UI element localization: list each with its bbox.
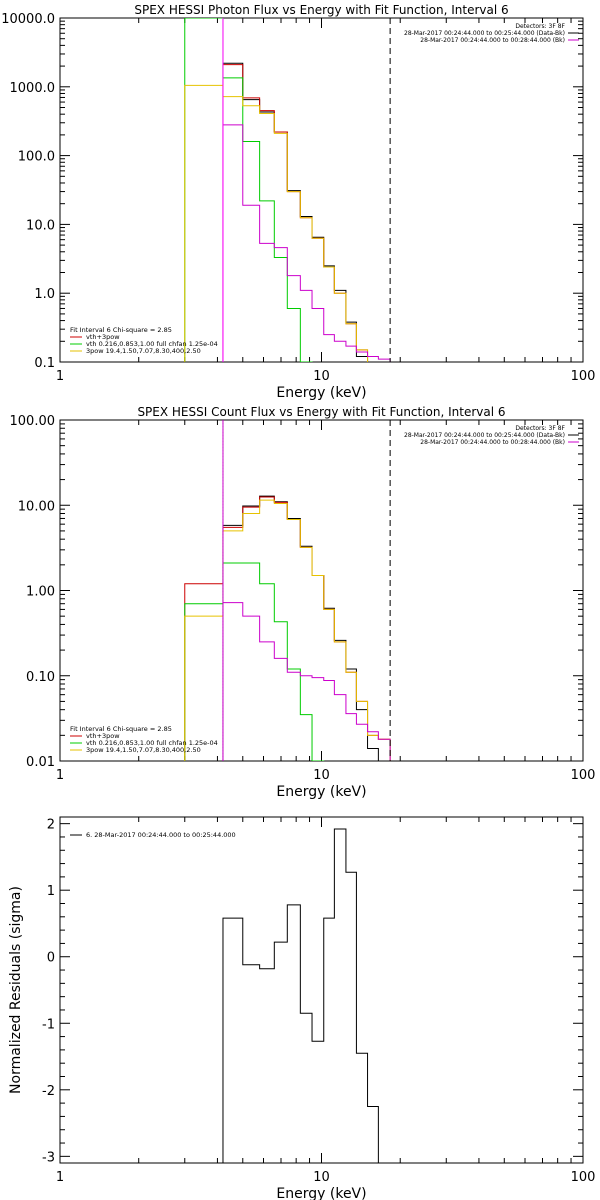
count-chart: SPEX HESSI Count Flux vs Energy with Fit… [10, 405, 596, 800]
count-info-text: 28-Mar-2017 00:24:44.000 to 00:28:44.000… [420, 439, 565, 446]
count-x-tick-label: 100 [571, 768, 596, 783]
photon-chart: SPEX HESSI Photon Flux vs Energy with Fi… [1, 3, 595, 401]
count-series-3pow [184, 499, 391, 761]
residuals-x-axis-label: Energy (keV) [276, 1186, 366, 1200]
photon-title: SPEX HESSI Photon Flux vs Energy with Fi… [134, 3, 508, 17]
photon-series-data-bk [222, 62, 369, 362]
count-title: SPEX HESSI Count Flux vs Energy with Fit… [137, 405, 505, 419]
count-y-tick-label: 0.01 [26, 755, 55, 770]
residuals-x-tick-label: 10 [313, 1170, 330, 1185]
count-legend-entry: Fit Interval 6 Chi-square = 2.85 [70, 725, 172, 733]
residuals-x-tick-label: 1 [56, 1170, 64, 1185]
residuals-frame [59, 816, 584, 1164]
count-x-tick-label: 1 [56, 768, 64, 783]
photon-plot-area [184, 18, 391, 362]
count-info-text: Detectors: 3F 8F [515, 425, 565, 432]
count-x-tick-label: 10 [313, 768, 330, 783]
residuals-plot-area [222, 828, 379, 1163]
photon-legend-entry: 3pow 19.4,1.50,7.07,8.30,400,2.50 [86, 347, 201, 355]
photon-y-tick-label: 0.1 [34, 356, 55, 371]
photon-info-text: Detectors: 3F 8F [515, 23, 565, 30]
count-series-bk [222, 602, 391, 761]
residuals-y-tick-label: 0 [47, 951, 55, 966]
photon-y-tick-label: 1.0 [34, 287, 55, 302]
photon-y-tick-label: 100.0 [18, 150, 55, 165]
photon-y-tick-label: 10000.0 [1, 12, 55, 27]
photon-y-tick-label: 10.0 [26, 218, 55, 233]
photon-y-tick-label: 1000.0 [10, 81, 56, 96]
residuals-y-tick-label: 1 [47, 884, 55, 899]
count-legend-entry: 3pow 19.4,1.50,7.07,8.30,400,2.50 [86, 746, 201, 754]
photon-legend-entry: vth+3pow [86, 333, 120, 341]
residuals-y-tick-label: -2 [42, 1084, 55, 1099]
photon-x-tick-label: 100 [571, 369, 596, 384]
count-y-tick-label: 10.00 [18, 499, 55, 514]
photon-series-3pow [184, 84, 369, 362]
photon-x-axis-label: Energy (keV) [276, 385, 366, 401]
count-series-vth [184, 562, 325, 761]
photon-x-tick-label: 10 [313, 369, 330, 384]
residuals-series-residuals [222, 828, 379, 1163]
count-info-text: 28-Mar-2017 00:24:44.000 to 00:25:44.000… [404, 432, 565, 439]
residuals-y-tick-label: -1 [42, 1017, 55, 1032]
photon-info-text: 28-Mar-2017 00:24:44.000 to 00:25:44.000… [404, 30, 565, 37]
residuals-x-tick-label: 100 [571, 1170, 596, 1185]
photon-series-bk [222, 124, 391, 362]
count-legend-entry: vth 0.216,0.853,1.00 full chfan 1.25e-04 [86, 739, 218, 747]
residuals-legend-entry: 6. 28-Mar-2017 00:24:44.000 to 00:25:44.… [86, 831, 236, 839]
count-x-axis-label: Energy (keV) [276, 784, 366, 800]
residuals-y-axis-label: Normalized Residuals (sigma) [8, 886, 24, 1094]
photon-info-text: 28-Mar-2017 00:24:44.000 to 00:28:44.000… [420, 37, 565, 44]
count-y-tick-label: 0.10 [26, 670, 55, 685]
residuals-y-tick-label: -3 [42, 1150, 55, 1165]
count-legend-entry: vth+3pow [86, 732, 120, 740]
count-y-tick-label: 100.00 [10, 414, 56, 429]
photon-x-tick-label: 1 [56, 369, 64, 384]
count-y-tick-label: 1.00 [26, 585, 55, 600]
residuals-chart: 1 10 100 -3 -2 -1 0 1 2 Energy (keV) Normalized Re… [8, 816, 596, 1200]
photon-legend-entry: vth 0.216,0.853,1.00 full chfan 1.25e-04 [86, 340, 218, 348]
count-plot-area [184, 420, 391, 761]
photon-frame [59, 17, 584, 363]
photon-legend-entry: Fit Interval 6 Chi-square = 2.85 [70, 326, 172, 334]
count-frame [59, 419, 584, 762]
residuals-y-tick-label: 2 [47, 818, 55, 833]
